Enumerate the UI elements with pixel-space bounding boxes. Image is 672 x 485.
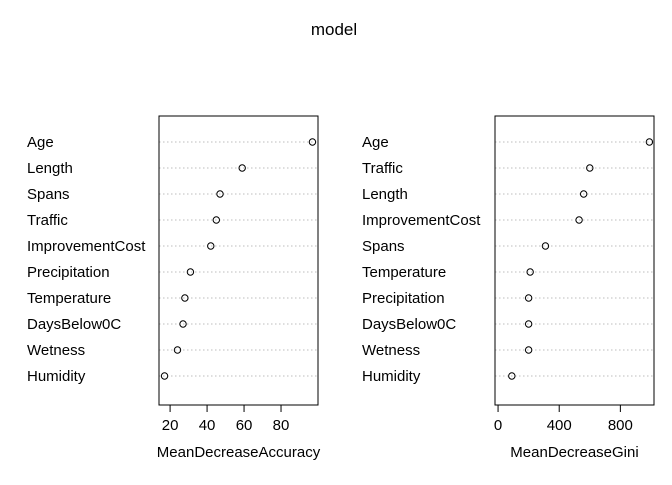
- data-point: [526, 268, 534, 276]
- x-tick-label: 0: [494, 417, 502, 434]
- data-point: [179, 320, 187, 328]
- category-label: Length: [27, 160, 73, 177]
- dotchart-panel-1: Age Length Spans Traffic ImprovementCost Prec…: [27, 115, 321, 461]
- x-axis-title: MeanDecreaseGini: [510, 444, 638, 461]
- x-tick-label: 20: [162, 417, 179, 434]
- category-label: Precipitation: [362, 290, 445, 307]
- data-point: [216, 190, 224, 198]
- data-point: [541, 242, 550, 250]
- data-point: [186, 268, 195, 276]
- category-label: Humidity: [27, 368, 86, 385]
- category-label: Precipitation: [27, 264, 110, 281]
- category-label: Humidity: [362, 368, 421, 385]
- plot-frame: [494, 115, 655, 406]
- chart-title: model: [311, 20, 357, 39]
- data-point: [586, 164, 594, 172]
- data-point: [524, 346, 533, 354]
- data-point: [524, 320, 533, 328]
- category-label: Spans: [362, 238, 405, 255]
- x-tick-label: 80: [273, 417, 290, 434]
- category-label: Length: [362, 186, 408, 203]
- data-point: [645, 138, 654, 146]
- category-label: Wetness: [27, 342, 85, 359]
- data-point: [308, 138, 317, 146]
- x-tick-label: 60: [236, 417, 253, 434]
- data-point: [524, 294, 533, 302]
- dotchart-panel-2: Age Traffic Length ImprovementCost Spans Temp…: [362, 115, 655, 461]
- data-point: [238, 164, 246, 172]
- category-label: Temperature: [362, 264, 446, 281]
- x-axis-title: MeanDecreaseAccuracy: [157, 444, 321, 461]
- category-label: ImprovementCost: [27, 238, 146, 255]
- data-point: [173, 346, 182, 354]
- x-tick-label: 800: [608, 417, 633, 434]
- category-label: ImprovementCost: [362, 212, 481, 229]
- category-label: Wetness: [362, 342, 420, 359]
- x-tick-label: 40: [199, 417, 216, 434]
- data-point: [579, 190, 588, 198]
- chart-panels: Age Length Spans Traffic ImprovementCost Prec…: [27, 115, 655, 461]
- category-label: Temperature: [27, 290, 111, 307]
- category-label: DaysBelow0C: [27, 316, 121, 333]
- category-label: Spans: [27, 186, 70, 203]
- category-label: DaysBelow0C: [362, 316, 456, 333]
- category-label: Age: [27, 134, 54, 151]
- category-label: Age: [362, 134, 389, 151]
- data-point: [181, 294, 189, 302]
- data-point: [508, 372, 516, 380]
- category-label: Traffic: [362, 160, 403, 177]
- data-point: [212, 216, 221, 224]
- plot-frame: [158, 115, 319, 406]
- data-point: [207, 242, 215, 250]
- data-point: [575, 216, 583, 224]
- category-label: Traffic: [27, 212, 68, 229]
- x-tick-label: 400: [547, 417, 572, 434]
- data-point: [160, 372, 169, 380]
